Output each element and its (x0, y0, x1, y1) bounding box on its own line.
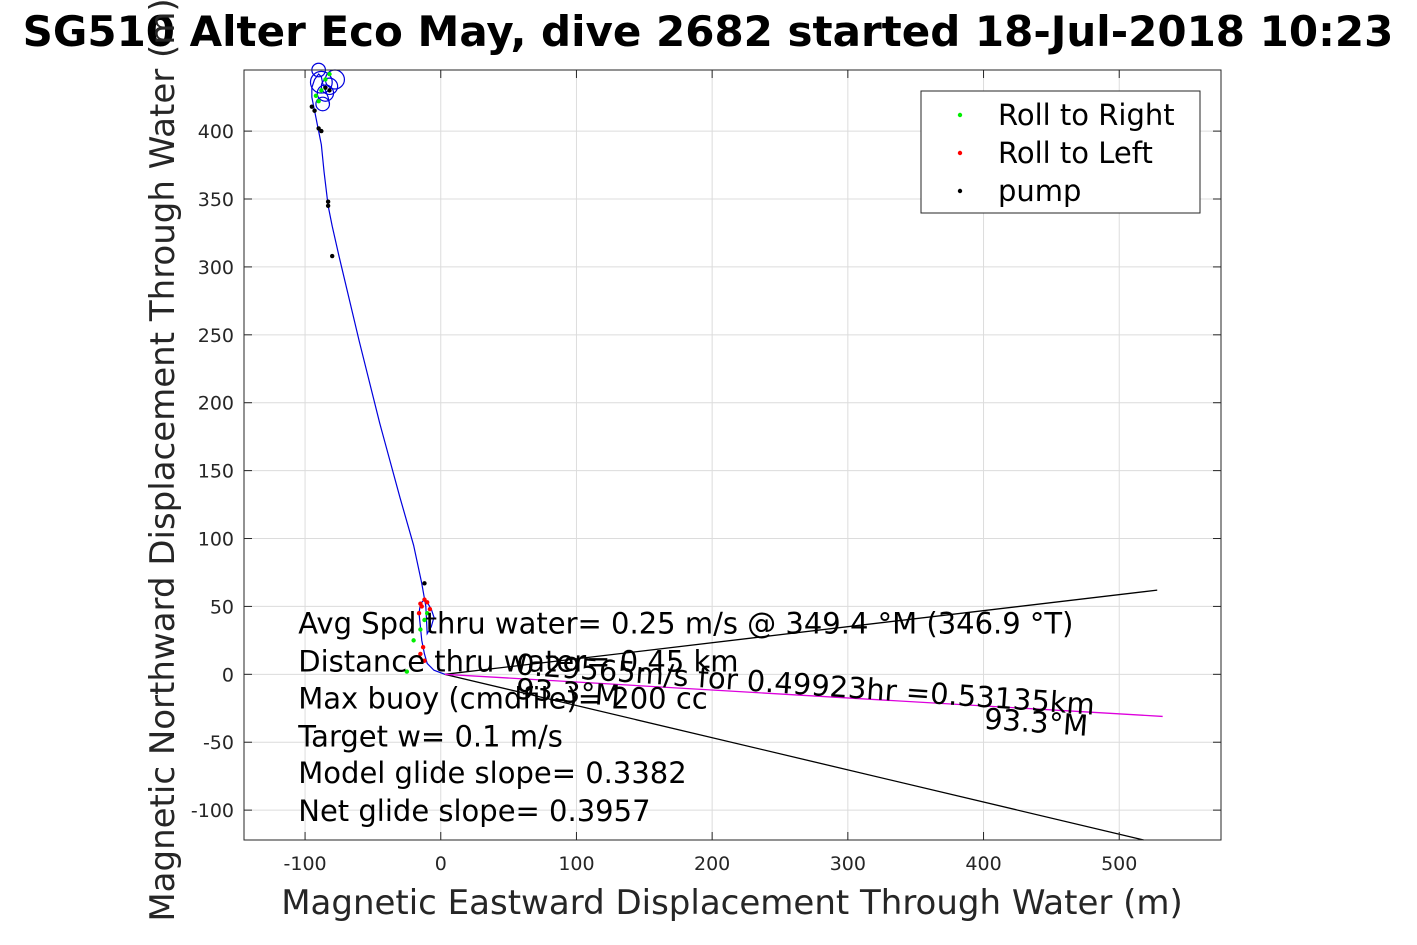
y-tick-label: 100 (198, 529, 234, 551)
annotation-text: Model glide slope= 0.3382 (298, 756, 686, 790)
legend-label: Roll to Left (998, 136, 1153, 170)
annotation-text: 93.3°M (515, 672, 621, 713)
y-tick-label: 150 (198, 461, 234, 483)
y-tick-label: -50 (203, 732, 234, 754)
y-tick-label: 350 (198, 189, 234, 211)
pump-point (330, 253, 335, 259)
turn-circle (320, 77, 339, 96)
x-tick-label: 100 (558, 853, 594, 875)
annotation-text: Avg Spd thru water= 0.25 m/s @ 349.4 °M … (298, 607, 1073, 641)
x-tick-label: 0 (435, 853, 447, 875)
roll-left-point (422, 597, 427, 602)
axes-box (243, 69, 1222, 841)
roll-right-point (316, 99, 321, 104)
annotation-text: 93.3°M (983, 702, 1089, 743)
x-tick-label: 400 (965, 853, 1001, 875)
pump-point (312, 108, 317, 113)
legend-marker (957, 112, 963, 118)
pump-point (316, 126, 321, 131)
x-tick-label: 300 (830, 853, 866, 875)
turn-circle (315, 96, 331, 112)
track-line (311, 73, 446, 675)
roll-left-point (420, 644, 426, 650)
roll-right-point (422, 617, 427, 623)
annotation-text: Max buoy (cmdfile)= 200 cc (298, 681, 707, 715)
pump-point (327, 88, 332, 93)
turn-circle (309, 70, 333, 94)
legend: Roll to Right Roll to Left pump (920, 90, 1201, 214)
y-tick-label: 250 (198, 325, 234, 347)
annotations: Avg Spd thru water= 0.25 m/s @ 349.4 °M … (297, 607, 1096, 828)
y-tick-label: 50 (210, 596, 234, 618)
ticks: -100 0 100 200 300 400 500 -100 -50 0 50 100 150 200 2… (191, 70, 1221, 875)
y-tick-label: 0 (222, 664, 234, 686)
roll-right-point (404, 669, 410, 674)
roll-right-point (411, 638, 416, 643)
legend-box (920, 90, 1201, 214)
legend-label: Roll to Right (998, 98, 1175, 132)
annotation-text: Distance thru water= 0.45 km (298, 645, 738, 679)
chart-title: SG510 Alter Eco May, dive 2682 started 1… (23, 7, 1394, 56)
pump-point (309, 104, 315, 109)
roll-left-point (418, 651, 423, 657)
roll-left-point (424, 600, 430, 605)
roll-right-point (313, 93, 319, 99)
reference-line (444, 589, 1158, 675)
roll-right-point (323, 77, 328, 82)
x-axis-label: Magnetic Eastward Displacement Through W… (281, 883, 1183, 923)
legend-marker (957, 188, 963, 194)
y-tick-label: 200 (198, 393, 234, 415)
roll-right-point (319, 88, 324, 93)
x-tick-label: 500 (1101, 853, 1137, 875)
pump-point (325, 203, 331, 209)
y-tick-label: 300 (198, 257, 234, 279)
roll-right-point (418, 627, 423, 632)
legend-label: pump (998, 174, 1081, 208)
pump-point (422, 581, 427, 586)
roll-right-point (424, 611, 430, 616)
annotation-text: Net glide slope= 0.3957 (298, 794, 650, 828)
roll-left-point (422, 658, 427, 663)
x-tick-label: 200 (694, 853, 730, 875)
roll-left-point (427, 606, 433, 612)
y-tick-label: -100 (191, 800, 234, 822)
x-tick-label: -100 (284, 853, 327, 875)
reference-line (444, 673, 1144, 841)
roll-left-point (419, 604, 424, 609)
roll-right-point (327, 71, 332, 77)
series-layer (309, 62, 1163, 841)
y-axis-label: Magnetic Northward Displacement Through … (143, 0, 183, 922)
annotation-text: Target w= 0.1 m/s (297, 719, 563, 753)
reference-line (444, 673, 1163, 718)
legend-marker (957, 150, 963, 156)
y-tick-label: 400 (198, 121, 234, 143)
roll-left-point (416, 611, 422, 616)
pump-point (319, 128, 324, 134)
pump-point (325, 199, 331, 204)
pump-point (323, 85, 328, 90)
